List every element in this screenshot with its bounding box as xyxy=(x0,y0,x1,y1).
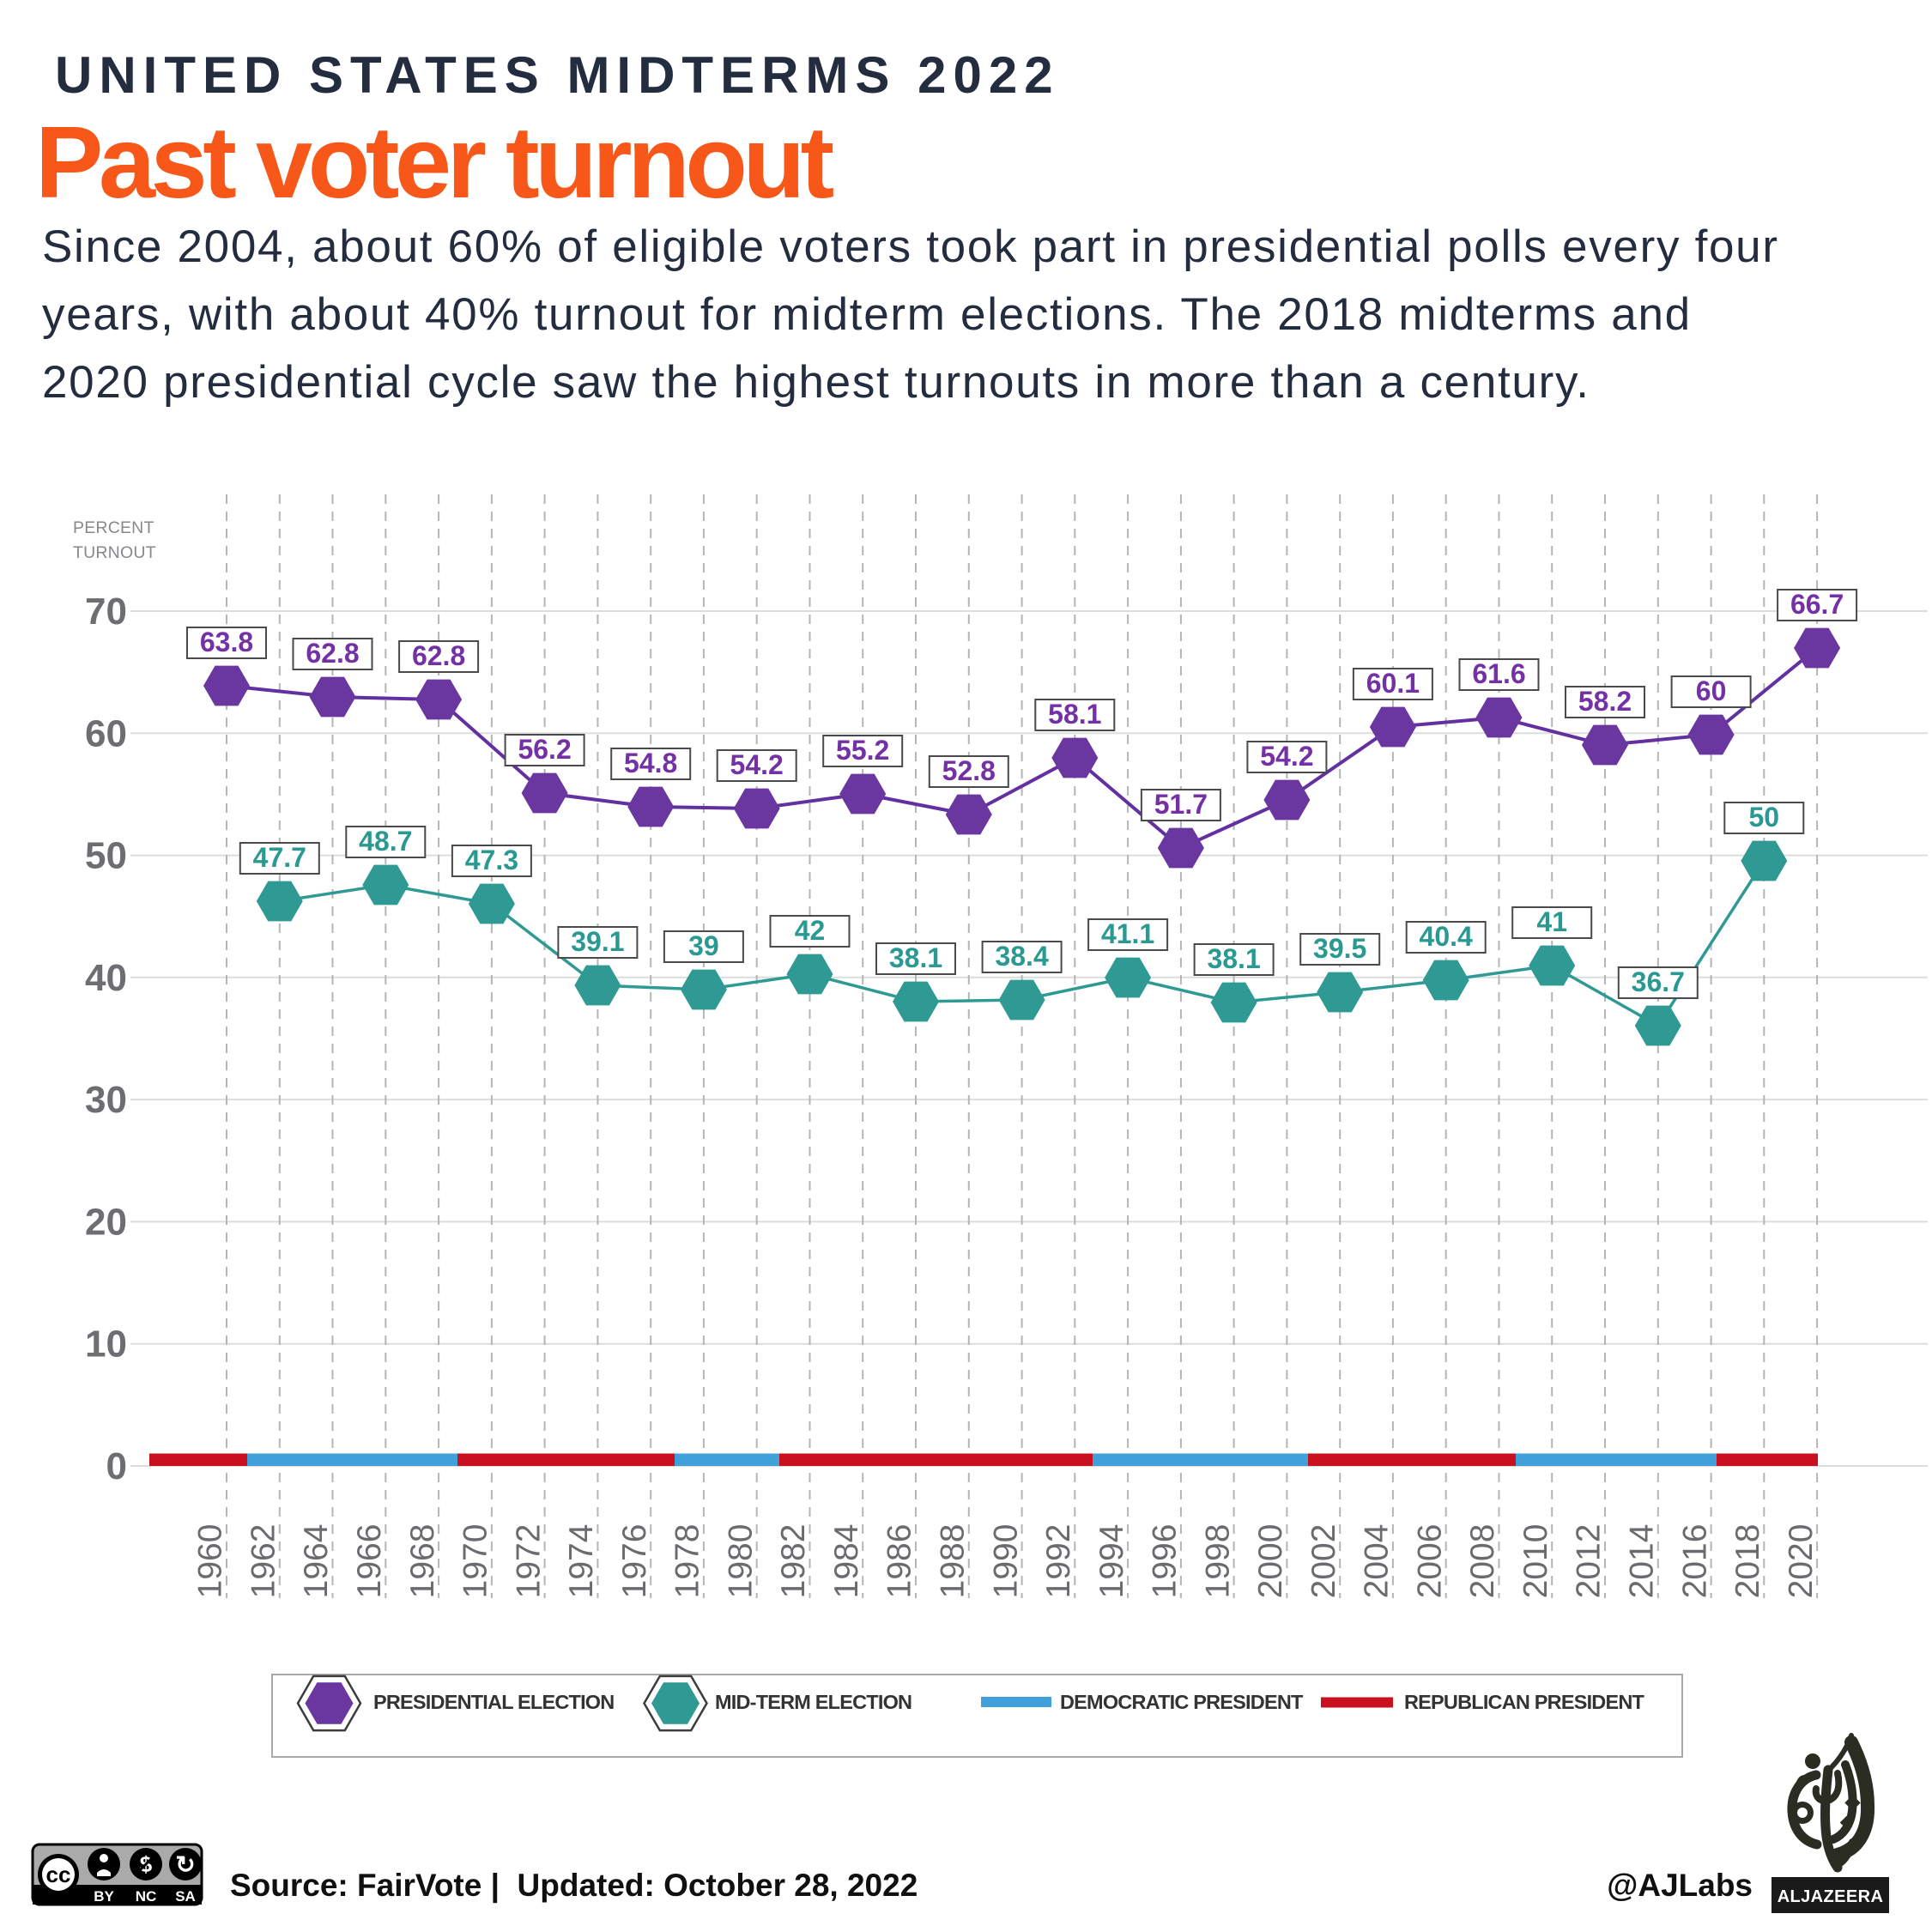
svg-text:55.2: 55.2 xyxy=(836,735,889,766)
svg-text:1964: 1964 xyxy=(298,1524,335,1599)
svg-text:66.7: 66.7 xyxy=(1790,589,1844,620)
svg-text:62.8: 62.8 xyxy=(306,638,359,669)
svg-text:38.4: 38.4 xyxy=(995,941,1048,972)
svg-text:48.7: 48.7 xyxy=(359,826,412,857)
svg-text:70: 70 xyxy=(85,591,127,633)
svg-text:54.8: 54.8 xyxy=(624,748,677,778)
svg-text:2020: 2020 xyxy=(1783,1524,1820,1599)
svg-text:2000: 2000 xyxy=(1252,1524,1289,1599)
svg-text:0: 0 xyxy=(106,1445,127,1487)
svg-text:61.6: 61.6 xyxy=(1472,658,1525,689)
svg-text:1972: 1972 xyxy=(510,1524,547,1599)
svg-text:1970: 1970 xyxy=(457,1524,494,1599)
svg-text:2002: 2002 xyxy=(1305,1524,1342,1599)
svg-text:1960: 1960 xyxy=(192,1524,229,1599)
svg-text:1978: 1978 xyxy=(669,1524,706,1599)
svg-text:1986: 1986 xyxy=(881,1524,918,1599)
svg-text:56.2: 56.2 xyxy=(518,734,571,765)
svg-text:47.3: 47.3 xyxy=(465,845,518,875)
svg-text:1988: 1988 xyxy=(935,1524,972,1599)
svg-text:1968: 1968 xyxy=(404,1524,441,1599)
svg-text:2010: 2010 xyxy=(1517,1524,1554,1599)
svg-text:51.7: 51.7 xyxy=(1154,789,1208,820)
svg-text:30: 30 xyxy=(85,1079,127,1121)
svg-text:1984: 1984 xyxy=(828,1524,865,1599)
svg-text:50: 50 xyxy=(85,835,127,877)
svg-text:41: 41 xyxy=(1536,906,1567,937)
svg-text:10: 10 xyxy=(85,1323,127,1366)
svg-text:50: 50 xyxy=(1749,802,1780,833)
svg-text:TURNOUT: TURNOUT xyxy=(73,543,156,562)
svg-text:REPUBLICAN PRESIDENT: REPUBLICAN PRESIDENT xyxy=(1404,1691,1645,1713)
svg-text:60: 60 xyxy=(85,712,127,754)
svg-text:2018: 2018 xyxy=(1729,1524,1766,1599)
svg-text:38.1: 38.1 xyxy=(889,942,942,973)
svg-text:20: 20 xyxy=(85,1201,127,1243)
svg-text:58.1: 58.1 xyxy=(1048,699,1101,730)
svg-text:1982: 1982 xyxy=(775,1524,812,1599)
svg-text:39.5: 39.5 xyxy=(1313,933,1366,964)
svg-text:1996: 1996 xyxy=(1147,1524,1184,1599)
svg-text:PRESIDENTIAL ELECTION: PRESIDENTIAL ELECTION xyxy=(373,1691,614,1713)
svg-text:47.7: 47.7 xyxy=(253,842,306,873)
svg-text:41.1: 41.1 xyxy=(1101,918,1154,949)
svg-text:52.8: 52.8 xyxy=(942,755,996,786)
svg-text:40: 40 xyxy=(85,957,127,999)
svg-text:42: 42 xyxy=(795,915,826,946)
svg-text:PERCENT: PERCENT xyxy=(73,518,154,537)
svg-text:ALJAZEERA: ALJAZEERA xyxy=(1778,1887,1884,1906)
svg-text:60.1: 60.1 xyxy=(1366,668,1420,699)
svg-text:1990: 1990 xyxy=(987,1524,1024,1599)
svg-text:54.2: 54.2 xyxy=(1260,741,1313,772)
svg-text:54.2: 54.2 xyxy=(730,749,784,780)
svg-text:cc: cc xyxy=(46,1862,71,1887)
svg-text:2012: 2012 xyxy=(1571,1524,1608,1599)
svg-text:38.1: 38.1 xyxy=(1207,943,1260,974)
svg-text:2008: 2008 xyxy=(1464,1524,1501,1599)
svg-text:1994: 1994 xyxy=(1093,1524,1130,1599)
svg-text:↻: ↻ xyxy=(175,1851,195,1878)
svg-text:40.4: 40.4 xyxy=(1420,921,1473,952)
svg-text:BY: BY xyxy=(94,1888,114,1905)
svg-text:60: 60 xyxy=(1696,675,1727,706)
svg-text:1974: 1974 xyxy=(563,1524,600,1599)
svg-text:62.8: 62.8 xyxy=(412,640,465,671)
svg-text:58.2: 58.2 xyxy=(1578,686,1632,717)
svg-text:63.8: 63.8 xyxy=(200,627,253,657)
svg-text:2014: 2014 xyxy=(1624,1524,1661,1599)
svg-text:SA: SA xyxy=(175,1888,196,1905)
svg-text:1998: 1998 xyxy=(1199,1524,1236,1599)
svg-text:36.7: 36.7 xyxy=(1632,966,1685,997)
svg-text:1992: 1992 xyxy=(1040,1524,1077,1599)
svg-text:39.1: 39.1 xyxy=(571,926,624,957)
svg-text:NC: NC xyxy=(136,1888,157,1905)
svg-text:2016: 2016 xyxy=(1676,1524,1713,1599)
svg-text:2004: 2004 xyxy=(1359,1524,1396,1599)
svg-text:2006: 2006 xyxy=(1411,1524,1448,1599)
svg-text:1966: 1966 xyxy=(351,1524,388,1599)
svg-text:MID-TERM ELECTION: MID-TERM ELECTION xyxy=(715,1691,911,1713)
svg-text:39: 39 xyxy=(688,930,719,961)
svg-text:DEMOCRATIC PRESIDENT: DEMOCRATIC PRESIDENT xyxy=(1060,1691,1304,1713)
svg-text:1980: 1980 xyxy=(722,1524,759,1599)
svg-text:1962: 1962 xyxy=(245,1524,282,1599)
svg-text:1976: 1976 xyxy=(616,1524,653,1599)
